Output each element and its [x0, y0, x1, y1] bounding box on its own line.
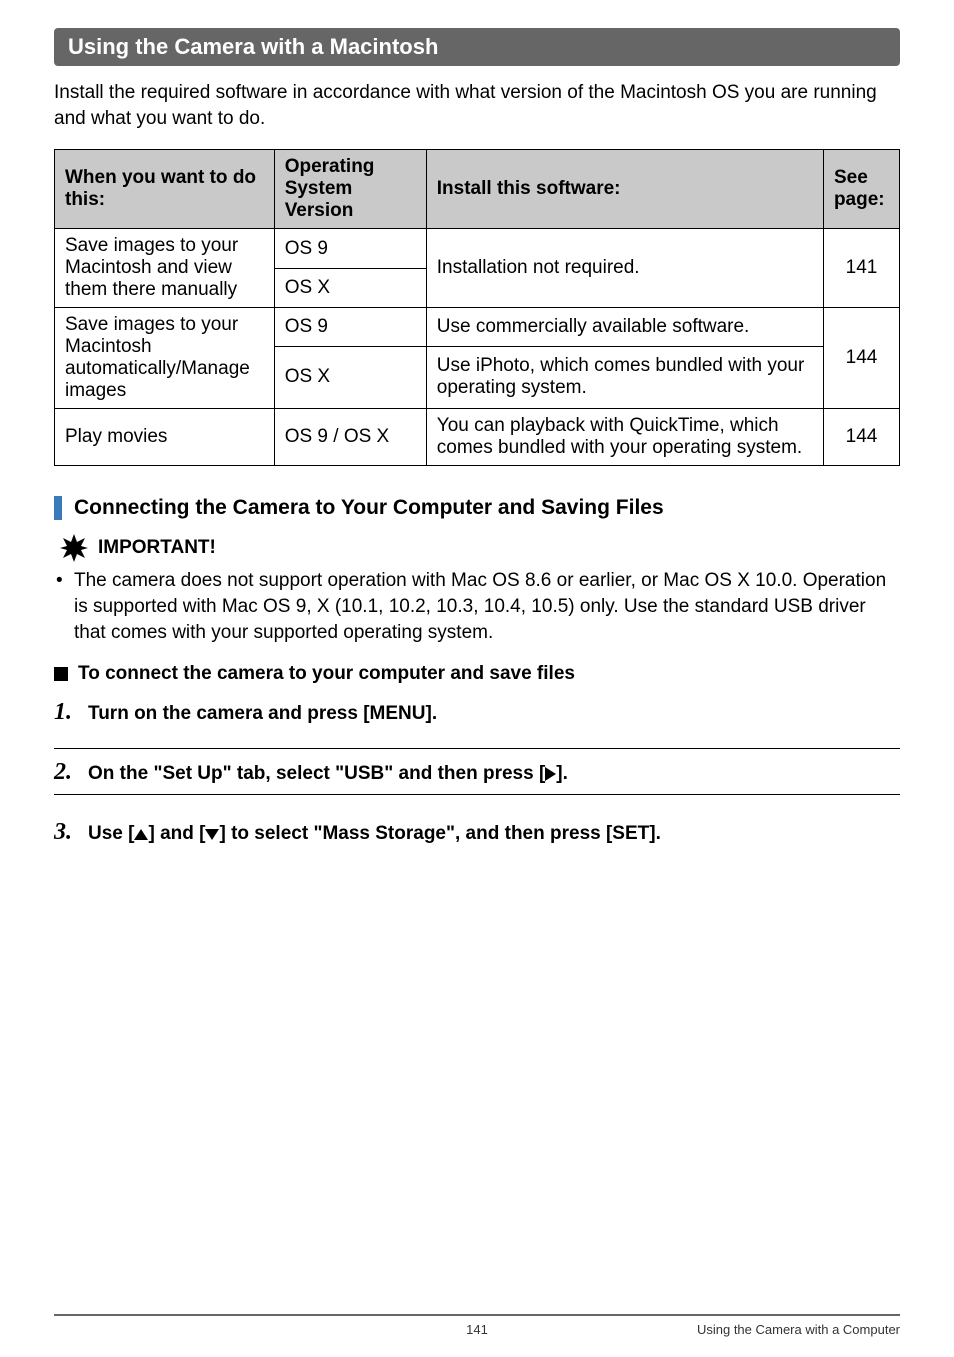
important-row: IMPORTANT!	[60, 534, 900, 562]
up-arrow-icon	[134, 829, 148, 840]
subsection-heading: Connecting the Camera to Your Computer a…	[54, 496, 900, 520]
step-3: 3. Use [ ] and [ ] to select "Mass Storage…	[54, 809, 900, 854]
step-2-post: ].	[556, 763, 568, 784]
cell-os: OS 9	[274, 308, 426, 346]
page-root: Using the Camera with a Macintosh Instal…	[0, 0, 954, 1357]
bullet-dot-icon: •	[56, 568, 74, 645]
accent-bar-icon	[54, 496, 62, 520]
cell-page: 141	[823, 229, 899, 308]
step-3-pre: Use [	[88, 823, 134, 844]
cell-task: Save images to your Macintosh and view t…	[55, 229, 275, 308]
th-task: When you want to do this:	[55, 150, 275, 229]
cell-install: Use iPhoto, which comes bundled with you…	[426, 346, 823, 409]
section-header: Using the Camera with a Macintosh	[54, 28, 900, 66]
step-3-post: ] to select "Mass Storage", and then pre…	[219, 823, 660, 844]
compatibility-table: When you want to do this: Operating Syst…	[54, 149, 900, 466]
cell-install: You can playback with QuickTime, which c…	[426, 409, 823, 466]
square-bullet-icon	[54, 667, 68, 681]
important-label: IMPORTANT!	[98, 537, 216, 559]
square-heading: To connect the camera to your computer a…	[54, 663, 900, 685]
table-row: Play movies OS 9 / OS X You can playback…	[55, 409, 900, 466]
right-arrow-icon	[545, 767, 556, 781]
th-page: See page:	[823, 150, 899, 229]
table-row: Save images to your Macintosh automatica…	[55, 308, 900, 346]
subsection-title: Connecting the Camera to Your Computer a…	[74, 496, 664, 520]
th-install: Install this software:	[426, 150, 823, 229]
cell-page: 144	[823, 409, 899, 466]
step-text: Use [ ] and [ ] to select "Mass Storage", …	[88, 823, 900, 845]
cell-page: 144	[823, 308, 899, 409]
th-os: Operating System Version	[274, 150, 426, 229]
cell-task: Play movies	[55, 409, 275, 466]
table-header-row: When you want to do this: Operating Syst…	[55, 150, 900, 229]
step-number: 1.	[54, 699, 88, 726]
step-2: 2. On the "Set Up" tab, select "USB" and…	[54, 748, 900, 795]
cell-task: Save images to your Macintosh automatica…	[55, 308, 275, 409]
important-bullet-text: The camera does not support operation wi…	[74, 568, 900, 645]
cell-install: Use commercially available software.	[426, 308, 823, 346]
important-bullet: • The camera does not support operation …	[56, 568, 900, 645]
step-text: Turn on the camera and press [MENU].	[88, 703, 900, 725]
page-footer: 141 Using the Camera with a Computer	[54, 1314, 900, 1337]
step-text: On the "Set Up" tab, select "USB" and th…	[88, 763, 900, 785]
cell-os: OS X	[274, 268, 426, 308]
down-arrow-icon	[205, 829, 219, 840]
square-heading-text: To connect the camera to your computer a…	[78, 663, 575, 685]
step-3-mid: ] and [	[148, 823, 205, 844]
step-2-pre: On the "Set Up" tab, select "USB" and th…	[88, 763, 545, 784]
cell-install: Installation not required.	[426, 229, 823, 308]
step-number: 2.	[54, 759, 88, 786]
cell-os: OS 9	[274, 229, 426, 269]
step-number: 3.	[54, 819, 88, 846]
starburst-icon	[60, 534, 88, 562]
step-1: 1. Turn on the camera and press [MENU].	[54, 699, 900, 734]
cell-os: OS 9 / OS X	[274, 409, 426, 466]
footer-right-text: Using the Camera with a Computer	[697, 1322, 900, 1337]
table-row: Save images to your Macintosh and view t…	[55, 229, 900, 269]
intro-text: Install the required software in accorda…	[54, 80, 900, 131]
cell-os: OS X	[274, 346, 426, 409]
